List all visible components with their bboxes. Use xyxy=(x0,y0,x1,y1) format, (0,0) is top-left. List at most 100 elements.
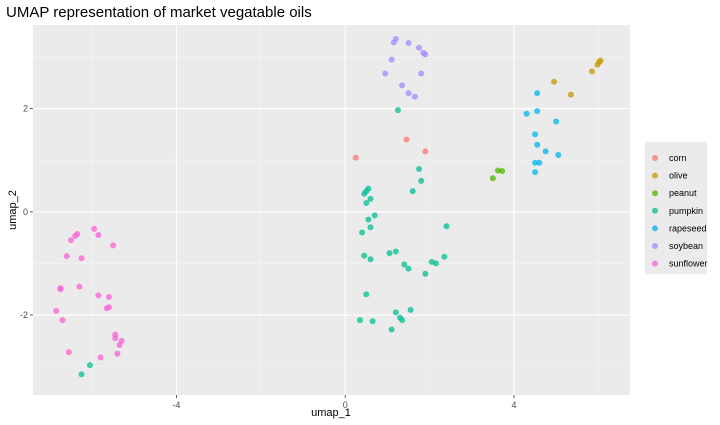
data-point-pumpkin xyxy=(361,190,368,197)
data-point-rapeseed xyxy=(542,148,549,155)
data-point-rapeseed xyxy=(532,169,539,176)
data-point-sunflower xyxy=(112,335,119,342)
data-point-olive xyxy=(597,57,604,64)
data-point-rapeseed xyxy=(523,110,530,117)
data-point-soybean xyxy=(390,39,397,46)
data-point-pumpkin xyxy=(86,362,93,369)
data-point-pumpkin xyxy=(371,212,378,219)
data-point-rapeseed xyxy=(555,152,562,159)
data-point-rapeseed xyxy=(534,90,541,97)
data-point-pumpkin xyxy=(386,250,393,257)
plot-panel xyxy=(33,25,630,395)
legend-label-peanut: peanut xyxy=(669,188,697,198)
legend-key-sunflower xyxy=(652,260,658,267)
legend-key-corn xyxy=(652,155,658,161)
data-point-rapeseed xyxy=(553,118,560,125)
data-point-pumpkin xyxy=(365,216,372,223)
data-point-pumpkin xyxy=(392,309,399,316)
legend-item-corn: corn xyxy=(652,153,687,163)
data-point-sunflower xyxy=(76,283,83,290)
data-point-corn xyxy=(422,148,429,155)
data-point-soybean xyxy=(418,70,425,77)
data-point-pumpkin xyxy=(443,223,450,230)
points-layer xyxy=(53,35,604,378)
series-corn xyxy=(352,136,429,161)
data-point-pumpkin xyxy=(367,195,374,202)
data-point-sunflower xyxy=(97,354,104,361)
data-point-pumpkin xyxy=(418,177,425,184)
data-point-rapeseed xyxy=(532,159,539,166)
data-point-pumpkin xyxy=(359,229,366,236)
axes-layer: -4 0 4 -2 0 2 xyxy=(20,104,516,410)
data-point-sunflower xyxy=(105,293,112,300)
data-point-rapeseed xyxy=(532,131,539,138)
legend-item-pumpkin: pumpkin xyxy=(652,206,703,216)
data-point-sunflower xyxy=(103,305,110,312)
legend-item-sunflower: sunflower xyxy=(652,259,708,269)
y-tick-label: 0 xyxy=(23,207,28,217)
data-point-sunflower xyxy=(59,317,66,324)
series-soybean xyxy=(382,35,429,100)
data-point-pumpkin xyxy=(356,317,363,324)
series-olive xyxy=(551,57,604,98)
data-point-pumpkin xyxy=(361,252,368,259)
legend-key-peanut xyxy=(652,190,658,197)
data-point-sunflower xyxy=(95,292,102,299)
data-point-sunflower xyxy=(110,242,117,249)
legend-key-rapeseed xyxy=(652,225,658,232)
data-point-pumpkin xyxy=(392,248,399,255)
series-pumpkin xyxy=(78,107,450,378)
data-point-soybean xyxy=(382,70,389,77)
data-point-pumpkin xyxy=(78,371,85,378)
data-point-rapeseed xyxy=(534,141,541,148)
data-point-sunflower xyxy=(65,349,72,356)
data-point-rapeseed xyxy=(536,159,543,166)
data-point-pumpkin xyxy=(394,107,401,114)
legend-item-olive: olive xyxy=(652,171,688,181)
data-point-soybean xyxy=(405,40,412,47)
data-point-soybean xyxy=(422,51,429,58)
data-point-pumpkin xyxy=(407,306,414,313)
legend-key-soybean xyxy=(652,243,658,249)
data-point-pumpkin xyxy=(388,326,395,333)
data-point-pumpkin xyxy=(409,188,416,195)
series-rapeseed xyxy=(523,90,562,176)
series-sunflower xyxy=(53,225,125,361)
legend-label-corn: corn xyxy=(669,153,687,163)
data-point-sunflower xyxy=(67,237,74,244)
data-point-sunflower xyxy=(114,350,121,357)
data-point-soybean xyxy=(388,56,395,63)
data-point-corn xyxy=(403,136,410,143)
legend-label-sunflower: sunflower xyxy=(669,259,708,269)
legend-key-pumpkin xyxy=(652,207,658,214)
data-point-corn xyxy=(352,154,359,161)
data-point-olive xyxy=(567,91,574,98)
data-point-sunflower xyxy=(72,233,79,240)
data-point-pumpkin xyxy=(367,224,374,231)
legend-item-rapeseed: rapeseed xyxy=(652,223,707,233)
data-point-soybean xyxy=(411,93,418,100)
data-point-soybean xyxy=(399,82,406,89)
data-point-pumpkin xyxy=(416,165,423,172)
x-axis-title: umap_1 xyxy=(311,407,351,419)
legend: corn olive peanut pumpkin rapeseed soybean sun… xyxy=(645,142,708,274)
x-tick-label: 4 xyxy=(511,400,516,410)
legend-key-olive xyxy=(652,172,658,179)
x-tick-label: -4 xyxy=(172,400,180,410)
chart-title: UMAP representation of market vegatable … xyxy=(6,4,312,21)
data-point-sunflower xyxy=(116,341,123,348)
data-point-pumpkin xyxy=(369,318,376,325)
data-point-sunflower xyxy=(53,307,60,314)
data-point-sunflower xyxy=(91,225,98,232)
data-point-peanut xyxy=(499,168,506,175)
legend-item-soybean: soybean xyxy=(652,241,703,251)
data-point-pumpkin xyxy=(405,265,412,272)
data-point-soybean xyxy=(405,90,412,97)
legend-label-olive: olive xyxy=(669,171,688,181)
data-point-pumpkin xyxy=(422,270,429,277)
data-point-pumpkin xyxy=(432,260,439,267)
data-point-pumpkin xyxy=(363,291,370,298)
data-point-sunflower xyxy=(63,253,70,260)
